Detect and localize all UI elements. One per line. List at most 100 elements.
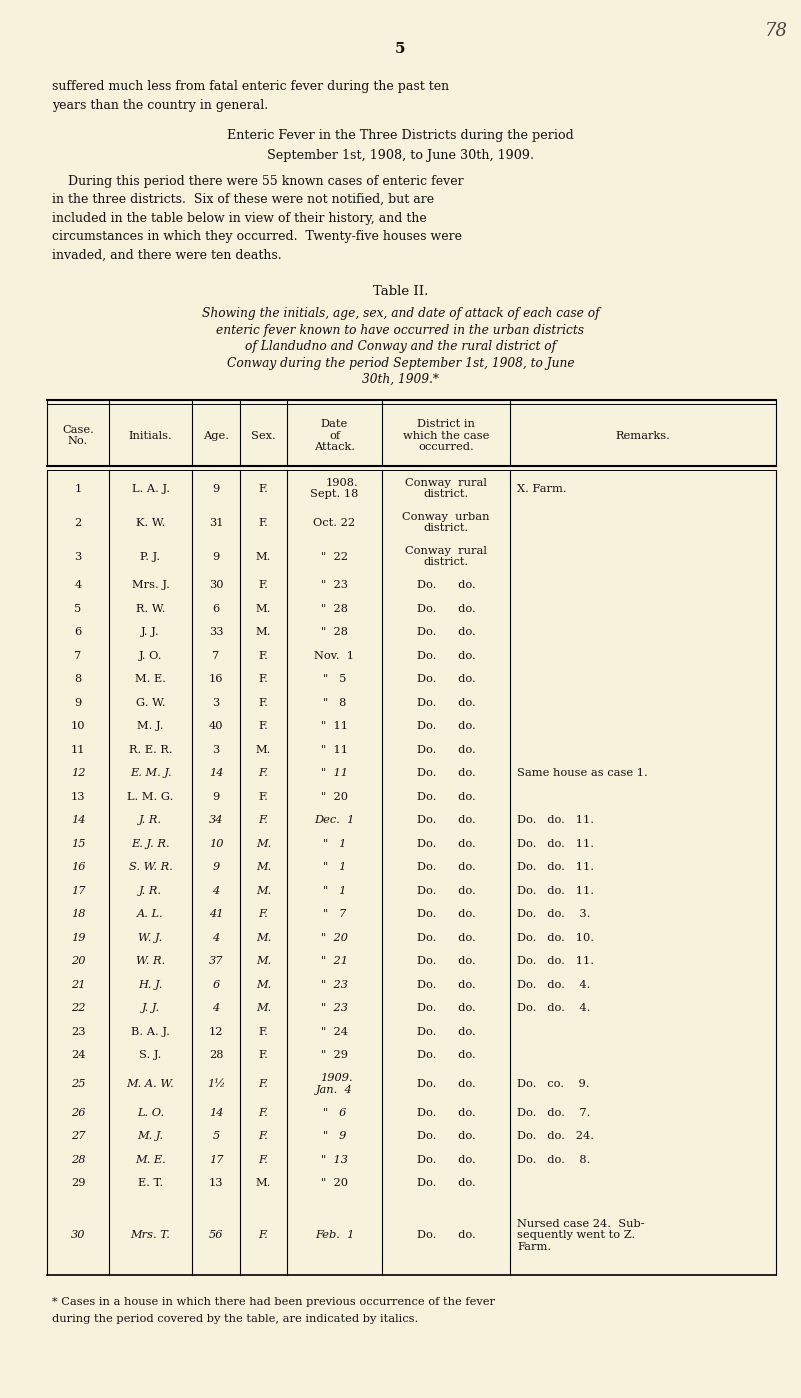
Text: 21: 21 xyxy=(70,980,85,990)
Text: Do.   do.   10.: Do. do. 10. xyxy=(517,932,594,942)
Text: F.: F. xyxy=(259,791,268,801)
Text: 5: 5 xyxy=(395,42,406,56)
Text: 1½: 1½ xyxy=(207,1079,225,1089)
Text: Do.      do.: Do. do. xyxy=(417,745,475,755)
Text: 16: 16 xyxy=(209,674,223,684)
Text: 6: 6 xyxy=(212,604,219,614)
Text: Do.      do.: Do. do. xyxy=(417,909,475,920)
Text: 14: 14 xyxy=(209,769,223,779)
Text: "  29: " 29 xyxy=(321,1050,348,1060)
Text: enteric fever known to have occurred in the urban districts: enteric fever known to have occurred in … xyxy=(216,323,585,337)
Text: F.: F. xyxy=(259,484,268,493)
Text: F.: F. xyxy=(259,1230,268,1240)
Text: 12: 12 xyxy=(70,769,85,779)
Text: "   1: " 1 xyxy=(323,886,346,896)
Text: During this period there were 55 known cases of enteric fever: During this period there were 55 known c… xyxy=(52,175,464,187)
Text: Date
of
Attack.: Date of Attack. xyxy=(314,419,355,452)
Text: suffered much less from fatal enteric fever during the past ten: suffered much less from fatal enteric fe… xyxy=(52,80,449,94)
Text: M.: M. xyxy=(256,956,271,966)
Text: M.: M. xyxy=(256,1179,272,1188)
Text: Feb.  1: Feb. 1 xyxy=(315,1230,354,1240)
Text: 7: 7 xyxy=(212,650,219,661)
Text: Conway during the period September 1st, 1908, to June: Conway during the period September 1st, … xyxy=(227,356,574,369)
Text: 28: 28 xyxy=(209,1050,223,1060)
Text: 56: 56 xyxy=(209,1230,223,1240)
Text: 11: 11 xyxy=(70,745,85,755)
Text: J. R.: J. R. xyxy=(139,886,162,896)
Text: 26: 26 xyxy=(70,1107,85,1118)
Text: F.: F. xyxy=(259,580,268,590)
Text: M.: M. xyxy=(256,980,271,990)
Text: 31: 31 xyxy=(209,517,223,527)
Text: M.: M. xyxy=(256,886,271,896)
Text: L. A. J.: L. A. J. xyxy=(131,484,170,493)
Text: "   9: " 9 xyxy=(323,1131,346,1141)
Text: 4: 4 xyxy=(212,932,219,942)
Text: Do.      do.: Do. do. xyxy=(417,815,475,825)
Text: "   5: " 5 xyxy=(323,674,346,684)
Text: "  23: " 23 xyxy=(321,580,348,590)
Text: Do.      do.: Do. do. xyxy=(417,650,475,661)
Text: "   1: " 1 xyxy=(323,863,346,872)
Text: 10: 10 xyxy=(70,721,85,731)
Text: 16: 16 xyxy=(70,863,85,872)
Text: Do.      do.: Do. do. xyxy=(417,1230,475,1240)
Text: circumstances in which they occurred.  Twenty-five houses were: circumstances in which they occurred. Tw… xyxy=(52,231,462,243)
Text: * Cases in a house in which there had been previous occurrence of the fever: * Cases in a house in which there had be… xyxy=(52,1297,495,1307)
Text: 4: 4 xyxy=(212,886,219,896)
Text: L. O.: L. O. xyxy=(137,1107,164,1118)
Text: 18: 18 xyxy=(70,909,85,920)
Text: Do.   co.    9.: Do. co. 9. xyxy=(517,1079,590,1089)
Text: R. W.: R. W. xyxy=(136,604,165,614)
Text: during the period covered by the table, are indicated by italics.: during the period covered by the table, … xyxy=(52,1314,418,1324)
Text: F.: F. xyxy=(259,815,268,825)
Text: 1909.
Jan.  4: 1909. Jan. 4 xyxy=(316,1074,353,1095)
Text: "  11: " 11 xyxy=(321,745,348,755)
Text: "   1: " 1 xyxy=(323,839,346,849)
Text: Do.      do.: Do. do. xyxy=(417,698,475,707)
Text: 6: 6 xyxy=(212,980,219,990)
Text: of Llandudno and Conway and the rural district of: of Llandudno and Conway and the rural di… xyxy=(245,340,556,354)
Text: 15: 15 xyxy=(70,839,85,849)
Text: G. W.: G. W. xyxy=(135,698,165,707)
Text: M. E.: M. E. xyxy=(135,674,166,684)
Text: Do.      do.: Do. do. xyxy=(417,1050,475,1060)
Text: Do.      do.: Do. do. xyxy=(417,1179,475,1188)
Text: 22: 22 xyxy=(70,1004,85,1014)
Text: "  24: " 24 xyxy=(321,1026,348,1037)
Text: J. O.: J. O. xyxy=(139,650,163,661)
Text: 14: 14 xyxy=(209,1107,223,1118)
Text: 28: 28 xyxy=(70,1155,85,1165)
Text: M. J.: M. J. xyxy=(137,721,163,731)
Text: "  13: " 13 xyxy=(321,1155,348,1165)
Text: F.: F. xyxy=(259,1079,268,1089)
Text: P. J.: P. J. xyxy=(140,551,160,562)
Text: 5: 5 xyxy=(74,604,82,614)
Text: 20: 20 xyxy=(70,956,85,966)
Text: 2: 2 xyxy=(74,517,82,527)
Text: 9: 9 xyxy=(212,791,219,801)
Text: E. J. R.: E. J. R. xyxy=(131,839,170,849)
Text: Remarks.: Remarks. xyxy=(615,431,670,440)
Text: 41: 41 xyxy=(209,909,223,920)
Text: Do.      do.: Do. do. xyxy=(417,886,475,896)
Text: E. M. J.: E. M. J. xyxy=(130,769,171,779)
Text: "   8: " 8 xyxy=(323,698,346,707)
Text: 9: 9 xyxy=(212,551,219,562)
Text: 33: 33 xyxy=(209,628,223,637)
Text: F.: F. xyxy=(259,517,268,527)
Text: Do.      do.: Do. do. xyxy=(417,932,475,942)
Text: F.: F. xyxy=(259,650,268,661)
Text: W. J.: W. J. xyxy=(139,932,163,942)
Text: Case.
No.: Case. No. xyxy=(62,425,94,446)
Text: Table II.: Table II. xyxy=(372,285,429,298)
Text: F.: F. xyxy=(259,721,268,731)
Text: M.: M. xyxy=(256,839,271,849)
Text: 9: 9 xyxy=(74,698,82,707)
Text: Nursed case 24.  Sub-
sequently went to Z.
Farm.: Nursed case 24. Sub- sequently went to Z… xyxy=(517,1219,645,1251)
Text: Do.      do.: Do. do. xyxy=(417,604,475,614)
Text: "  22: " 22 xyxy=(321,551,348,562)
Text: 37: 37 xyxy=(209,956,223,966)
Text: 14: 14 xyxy=(70,815,85,825)
Text: Conway  rural
district.: Conway rural district. xyxy=(405,545,487,568)
